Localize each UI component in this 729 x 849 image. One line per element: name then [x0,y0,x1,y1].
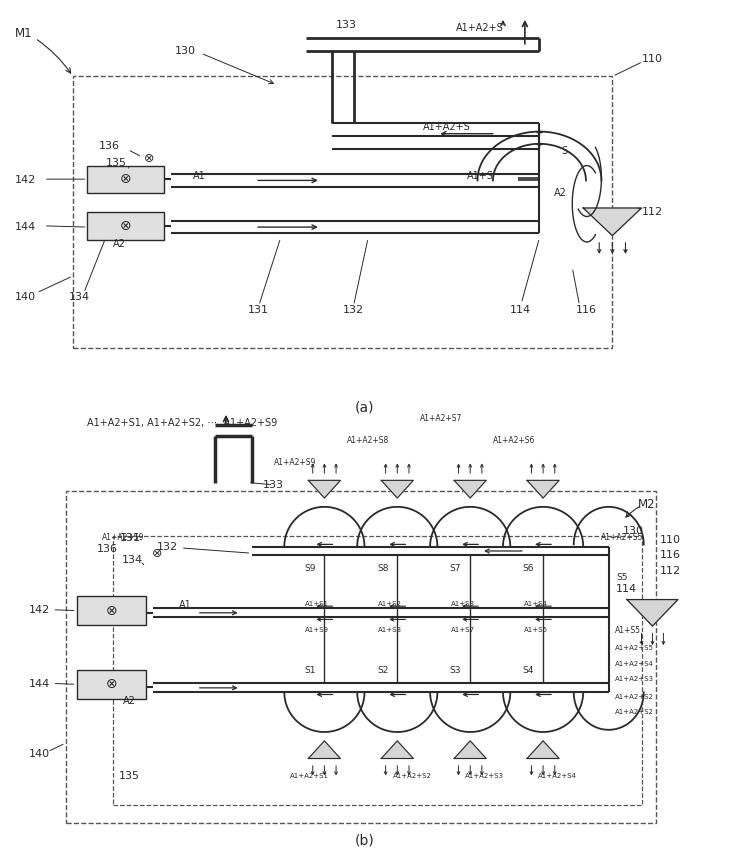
Text: 136: 136 [98,142,120,151]
Text: 142: 142 [29,604,50,615]
Bar [87,212,164,239]
Text: S3: S3 [450,666,461,675]
Text: A1+A2+S5: A1+A2+S5 [601,533,644,543]
Text: S9: S9 [304,564,316,573]
Text: A1+A2+S2: A1+A2+S2 [615,694,653,700]
Text: A1+A2+S1: A1+A2+S1 [290,773,330,779]
Text: A2: A2 [113,239,126,249]
Text: 142: 142 [15,176,36,185]
Text: 136: 136 [97,544,118,554]
Text: 135: 135 [106,159,127,168]
Text: 132: 132 [343,305,364,315]
Text: A1+A2+S9: A1+A2+S9 [102,533,144,543]
Text: 132: 132 [157,542,178,552]
Text: 114: 114 [510,305,531,315]
Text: A1+A2+S9: A1+A2+S9 [274,458,316,467]
Text: S7: S7 [450,564,461,573]
Text: 135: 135 [119,771,140,781]
Text: 110: 110 [660,535,681,545]
Bar [73,76,612,348]
Text: S6: S6 [523,564,534,573]
Polygon shape [381,481,413,498]
Text: A1+S6: A1+S6 [524,627,547,633]
Text: (a): (a) [355,401,374,414]
Text: S8: S8 [377,564,389,573]
Text: A2: A2 [122,696,136,706]
Text: 134: 134 [122,555,143,565]
Polygon shape [454,481,486,498]
Text: A1+S5: A1+S5 [615,626,641,635]
Text: ⊗: ⊗ [106,678,117,691]
Text: A1+S1: A1+S1 [305,601,329,607]
Polygon shape [308,741,340,758]
Polygon shape [583,208,642,235]
Polygon shape [308,481,340,498]
Text: S2: S2 [377,666,389,675]
Text: 144: 144 [15,222,36,232]
Bar [87,166,164,194]
Text: A1+S8: A1+S8 [378,627,402,633]
Text: 140: 140 [29,749,50,759]
Bar [66,492,656,823]
Text: A1+A2+S2: A1+A2+S2 [392,773,432,779]
Text: A1+S4: A1+S4 [524,601,547,607]
Text: A1+A2+S3: A1+A2+S3 [615,676,653,682]
Text: (b): (b) [354,833,375,847]
Text: ⊗: ⊗ [152,547,162,559]
Text: 140: 140 [15,292,36,302]
Text: A1+A2+S4: A1+A2+S4 [615,661,653,666]
Text: ⊗: ⊗ [106,604,117,617]
Text: A1+S3: A1+S3 [451,601,475,607]
Text: 110: 110 [642,54,663,65]
Text: S4: S4 [523,666,534,675]
Text: 133: 133 [262,480,284,490]
Text: 112: 112 [642,207,663,217]
Polygon shape [527,481,559,498]
Bar [77,670,146,699]
Text: ⊗: ⊗ [144,152,155,166]
Text: A1+S7: A1+S7 [451,627,475,633]
Text: 116: 116 [660,550,681,560]
Text: A1+A2+S2: A1+A2+S2 [615,709,653,715]
Text: A1+S2: A1+S2 [378,601,402,607]
Polygon shape [527,741,559,758]
Text: A1: A1 [179,600,191,610]
Text: ⊗: ⊗ [120,219,131,233]
Text: S: S [561,146,567,155]
Text: 131: 131 [248,305,269,315]
Text: 112: 112 [660,566,681,576]
Text: 130: 130 [623,526,644,536]
Text: A1+A2+S: A1+A2+S [423,122,471,132]
Polygon shape [454,741,486,758]
Text: A1+S: A1+S [467,171,494,181]
Text: A1+A2+S: A1+A2+S [456,23,504,32]
Polygon shape [627,599,678,626]
Text: S1: S1 [304,666,316,675]
Polygon shape [381,741,413,758]
Text: M2: M2 [638,498,655,511]
Text: 131: 131 [120,533,141,543]
Text: A1+S9: A1+S9 [305,627,329,633]
Text: 133: 133 [335,20,356,31]
Text: A1: A1 [193,171,206,181]
Text: A1+A2+S4: A1+A2+S4 [538,773,577,779]
Text: 144: 144 [29,679,50,689]
Text: A1+A2+S1, A1+A2+S2, ⋯, A1+A2+S9: A1+A2+S1, A1+A2+S2, ⋯, A1+A2+S9 [87,418,278,428]
Text: 134: 134 [69,292,90,302]
Text: A1+A2+S3: A1+A2+S3 [465,773,504,779]
Text: 130: 130 [175,46,196,56]
Text: A1+A2+S5: A1+A2+S5 [615,645,653,651]
Text: A1+A2+S7: A1+A2+S7 [420,414,462,423]
Bar [113,536,642,805]
Text: A2: A2 [554,188,567,198]
Text: M1: M1 [15,27,32,41]
Text: A1+A2+S8: A1+A2+S8 [347,436,389,445]
Text: ⊗: ⊗ [120,172,131,186]
Text: A1+A2+S6: A1+A2+S6 [493,436,535,445]
Text: 116: 116 [576,305,597,315]
Bar [77,596,146,625]
Text: 114: 114 [616,583,637,593]
Text: S5: S5 [616,573,628,582]
